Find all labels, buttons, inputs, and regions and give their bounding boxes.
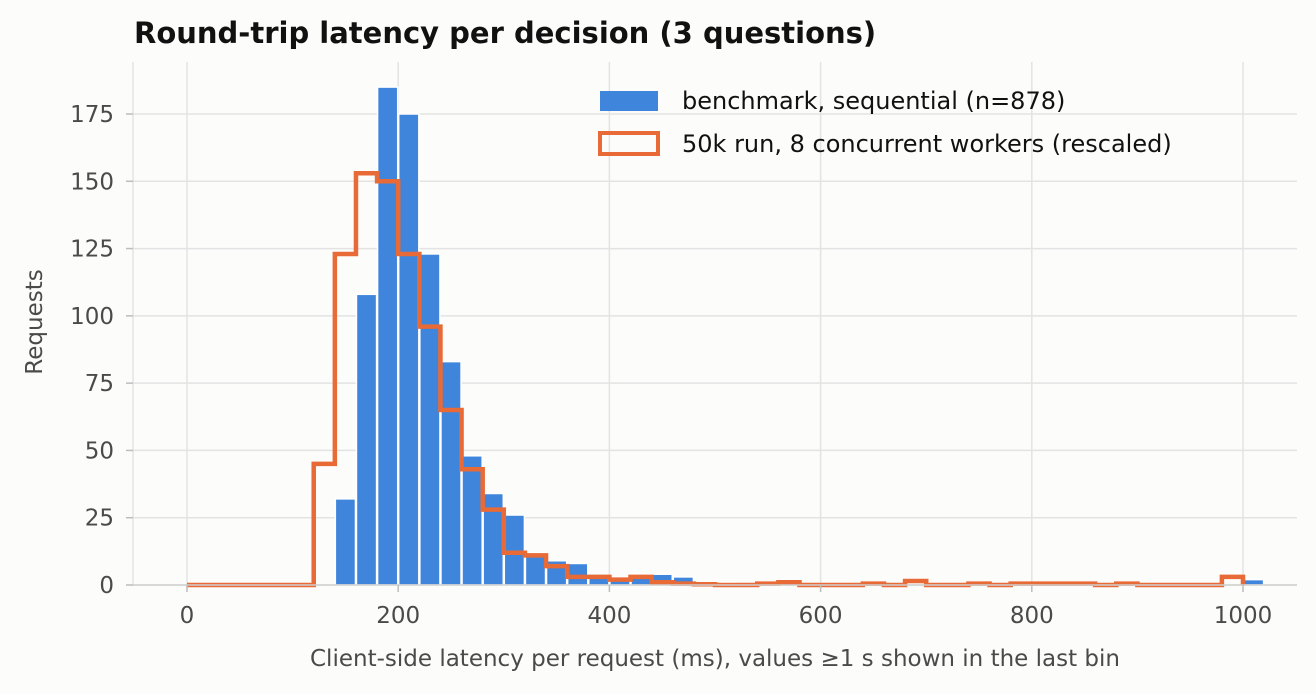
histogram-bar	[397, 113, 420, 586]
y-axis-label: Requests	[22, 269, 48, 374]
histogram-bar	[419, 253, 441, 586]
legend-label-benchmark: benchmark, sequential (n=878)	[682, 87, 1065, 115]
histogram-bar	[461, 455, 483, 586]
legend: benchmark, sequential (n=878) 50k run, 8…	[598, 87, 1172, 158]
y-tick-label: 75	[85, 371, 114, 397]
legend-swatch-50k-run	[598, 131, 660, 156]
x-tick-label: 0	[180, 603, 195, 629]
legend-label-50k-run: 50k run, 8 concurrent workers (rescaled)	[682, 130, 1172, 158]
step-outline	[187, 170, 1246, 588]
y-tick-label: 50	[85, 438, 114, 464]
x-axis-label: Client-side latency per request (ms), va…	[310, 646, 1120, 672]
histogram-bar	[334, 498, 357, 586]
grid	[133, 62, 1297, 586]
axes	[126, 62, 1297, 592]
histogram-bar	[440, 360, 462, 586]
x-tick-labels: 0 200 400 600 800 1000	[180, 603, 1273, 629]
y-tick-label: 125	[70, 237, 114, 263]
y-tick-label: 150	[70, 169, 114, 195]
histogram-bar	[355, 293, 378, 586]
y-tick-label: 100	[70, 304, 114, 330]
x-tick-label: 1000	[1214, 603, 1273, 629]
x-tick-label: 600	[799, 603, 843, 629]
legend-swatch-benchmark	[600, 91, 658, 111]
histogram-bar	[376, 86, 399, 586]
x-tick-label: 800	[1010, 603, 1054, 629]
histogram-bar	[482, 492, 505, 586]
y-tick-labels: 0 25 50 75 100 125 150 175	[70, 102, 114, 599]
y-tick-label: 175	[70, 102, 114, 128]
histogram-bar	[566, 562, 589, 586]
y-tick-label: 25	[85, 506, 114, 532]
histogram-bar	[1242, 578, 1265, 586]
x-tick-label: 400	[587, 603, 631, 629]
step-series	[187, 170, 1246, 588]
x-tick-label: 200	[376, 603, 420, 629]
bar-series	[334, 86, 1265, 586]
histogram-bar	[503, 514, 526, 586]
y-tick-label: 0	[99, 573, 114, 599]
chart-title: Round-trip latency per decision (3 quest…	[134, 16, 876, 50]
